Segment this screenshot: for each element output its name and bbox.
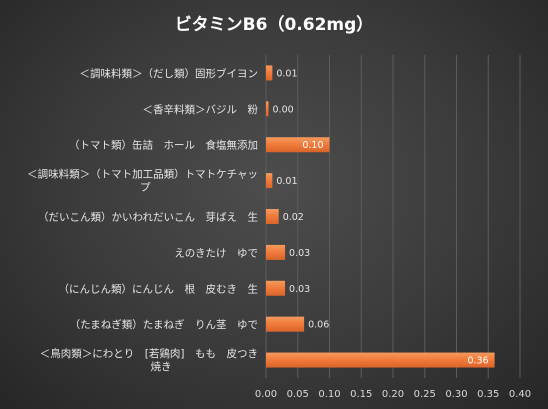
category-label: （たまねぎ類）たまねぎ りん茎 ゆで — [70, 318, 258, 331]
x-tick-label: 0.05 — [287, 389, 309, 400]
data-label: 0.01 — [276, 68, 297, 79]
x-tick-label: 0.00 — [255, 389, 277, 400]
data-label: 0.06 — [308, 320, 329, 331]
data-label: 0.00 — [273, 104, 294, 115]
x-tick-label: 0.25 — [414, 389, 436, 400]
category-label: （トマト類）缶詰 ホール 食塩無添加 — [69, 139, 258, 152]
data-label: 0.36 — [467, 356, 488, 367]
bars: 0.01 0.00 0.10 0.01 0.02 0.03 0.03 0.06 0.36 — [266, 65, 495, 368]
category-label: （だいこん類）かいわれだいこん 芽ばえ 生 — [38, 211, 258, 224]
bar — [266, 137, 330, 153]
x-tick-label: 0.15 — [350, 389, 372, 400]
category-label: （にんじん類）にんじん 根 皮むき 生 — [59, 282, 259, 295]
bar — [266, 352, 495, 368]
category-label: ＜鳥肉類＞にわとり [若鶏肉] もも 皮つき 焼き — [40, 347, 258, 373]
data-label: 0.10 — [302, 140, 323, 151]
bar — [266, 316, 305, 332]
data-label: 0.03 — [289, 284, 310, 295]
x-tick-label: 0.40 — [509, 389, 531, 400]
data-label: 0.03 — [289, 248, 310, 259]
bar — [266, 244, 286, 260]
x-tick-label: 0.35 — [477, 389, 499, 400]
category-label: えのきたけ ゆで — [174, 247, 258, 259]
bar — [266, 209, 279, 224]
bar — [266, 173, 273, 189]
bar — [266, 101, 269, 117]
bar — [266, 280, 286, 296]
category-label: ＜調味料類＞（だし類）固形ブイヨン — [80, 67, 259, 80]
data-label: 0.01 — [276, 176, 297, 187]
x-tick-label: 0.20 — [382, 389, 404, 400]
category-labels: ＜調味料類＞（だし類）固形ブイヨン ＜香辛料類＞バジル 粉 （トマト類）缶詰 ホール… — [27, 67, 258, 373]
x-axis-ticks: 0.00 0.05 0.10 0.15 0.20 0.25 0.30 0.35 0.40 — [255, 389, 531, 400]
gridlines — [265, 55, 521, 378]
category-label: ＜香辛料類＞バジル 粉 — [143, 103, 259, 116]
bar — [266, 65, 273, 81]
x-tick-label: 0.10 — [318, 389, 340, 400]
category-label: ＜調味料類＞（トマト加工品類）トマトケチャップ — [27, 168, 258, 194]
data-label: 0.02 — [283, 212, 304, 223]
x-tick-label: 0.30 — [445, 389, 467, 400]
chart-title: ビタミンB6（0.62mg） — [175, 14, 374, 35]
